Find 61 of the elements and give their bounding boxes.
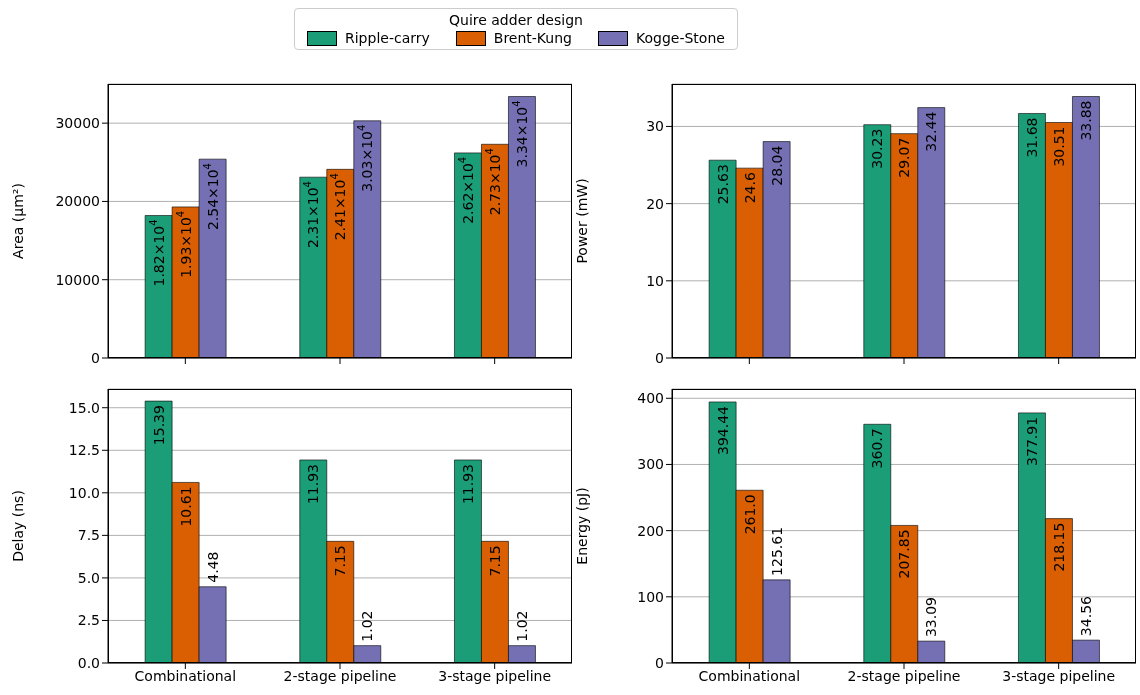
y-tick-label: 400 bbox=[637, 390, 664, 407]
y-tick-label: 200 bbox=[637, 522, 664, 539]
y-axis-title: Energy (pJ) bbox=[573, 487, 590, 565]
y-tick-label: 12.5 bbox=[68, 442, 100, 459]
y-tick-label: 5.0 bbox=[77, 569, 100, 586]
y-tick-label: 30 bbox=[646, 118, 664, 135]
data-label: 125.61 bbox=[768, 526, 785, 576]
y-tick-label: 0 bbox=[655, 654, 664, 671]
y-tick-label: 10 bbox=[646, 272, 664, 289]
data-label: 218.15 bbox=[1050, 522, 1067, 572]
data-label: 34.56 bbox=[1077, 595, 1094, 637]
y-tick-label: 100 bbox=[637, 588, 664, 605]
x-tick-label: 3-stage pipeline bbox=[1002, 667, 1116, 684]
y-tick-label: 2.5 bbox=[77, 612, 100, 629]
data-label: 7.15 bbox=[486, 545, 503, 577]
x-tick-label: Combinational bbox=[134, 667, 237, 684]
y-tick-label: 7.5 bbox=[77, 527, 100, 544]
legend-title: Quire adder design bbox=[448, 12, 584, 28]
data-label: 30.23 bbox=[869, 128, 886, 169]
y-tick-label: 10.0 bbox=[68, 484, 100, 501]
data-label: 31.68 bbox=[1023, 117, 1040, 158]
data-label: 1.02 bbox=[513, 610, 530, 642]
data-label: 261.0 bbox=[741, 494, 758, 535]
y-axis-title: Power (mW) bbox=[573, 178, 590, 264]
data-label: 4.48 bbox=[204, 551, 221, 583]
y-tick-label: 0.0 bbox=[77, 654, 100, 671]
y-tick-label: 20000 bbox=[55, 193, 100, 210]
y-tick-label: 10000 bbox=[55, 271, 100, 288]
y-tick-label: 0 bbox=[655, 349, 664, 366]
data-label: 30.51 bbox=[1050, 126, 1067, 167]
x-tick-label: 3-stage pipeline bbox=[438, 667, 552, 684]
data-label: 28.04 bbox=[768, 145, 785, 186]
x-tick-label: 2-stage pipeline bbox=[847, 667, 961, 684]
data-label: 33.09 bbox=[923, 597, 940, 638]
y-tick-label: 20 bbox=[646, 195, 664, 212]
data-label: 15.39 bbox=[150, 405, 167, 446]
data-label: 33.88 bbox=[1077, 100, 1094, 141]
data-label: 7.15 bbox=[332, 545, 349, 577]
x-tick-label: 2-stage pipeline bbox=[283, 667, 397, 684]
y-tick-label: 0 bbox=[91, 349, 100, 366]
data-label: 360.7 bbox=[869, 428, 886, 469]
data-label: 1.02 bbox=[359, 610, 376, 642]
data-label: 11.93 bbox=[305, 463, 322, 505]
data-label: 25.63 bbox=[714, 164, 731, 205]
data-label: 29.07 bbox=[896, 137, 913, 178]
data-label: 11.93 bbox=[459, 463, 476, 505]
y-tick-label: 15.0 bbox=[68, 399, 100, 416]
y-tick-label: 300 bbox=[637, 456, 664, 473]
data-label: 394.44 bbox=[714, 405, 731, 455]
x-tick-label: Combinational bbox=[698, 667, 801, 684]
legend-label: Kogge-Stone bbox=[635, 30, 725, 46]
data-label: 24.6 bbox=[741, 172, 758, 204]
data-label: 207.85 bbox=[896, 529, 913, 579]
data-label: 377.91 bbox=[1023, 416, 1040, 466]
y-axis-title: Delay (ns) bbox=[9, 490, 26, 562]
legend-label: Brent-Kung bbox=[493, 30, 572, 46]
data-label: 10.61 bbox=[177, 486, 194, 527]
y-axis-title: Area (µm²) bbox=[9, 183, 26, 259]
y-tick-label: 30000 bbox=[55, 115, 100, 132]
data-label: 32.44 bbox=[923, 111, 940, 152]
legend-label: Ripple-carry bbox=[345, 30, 430, 46]
